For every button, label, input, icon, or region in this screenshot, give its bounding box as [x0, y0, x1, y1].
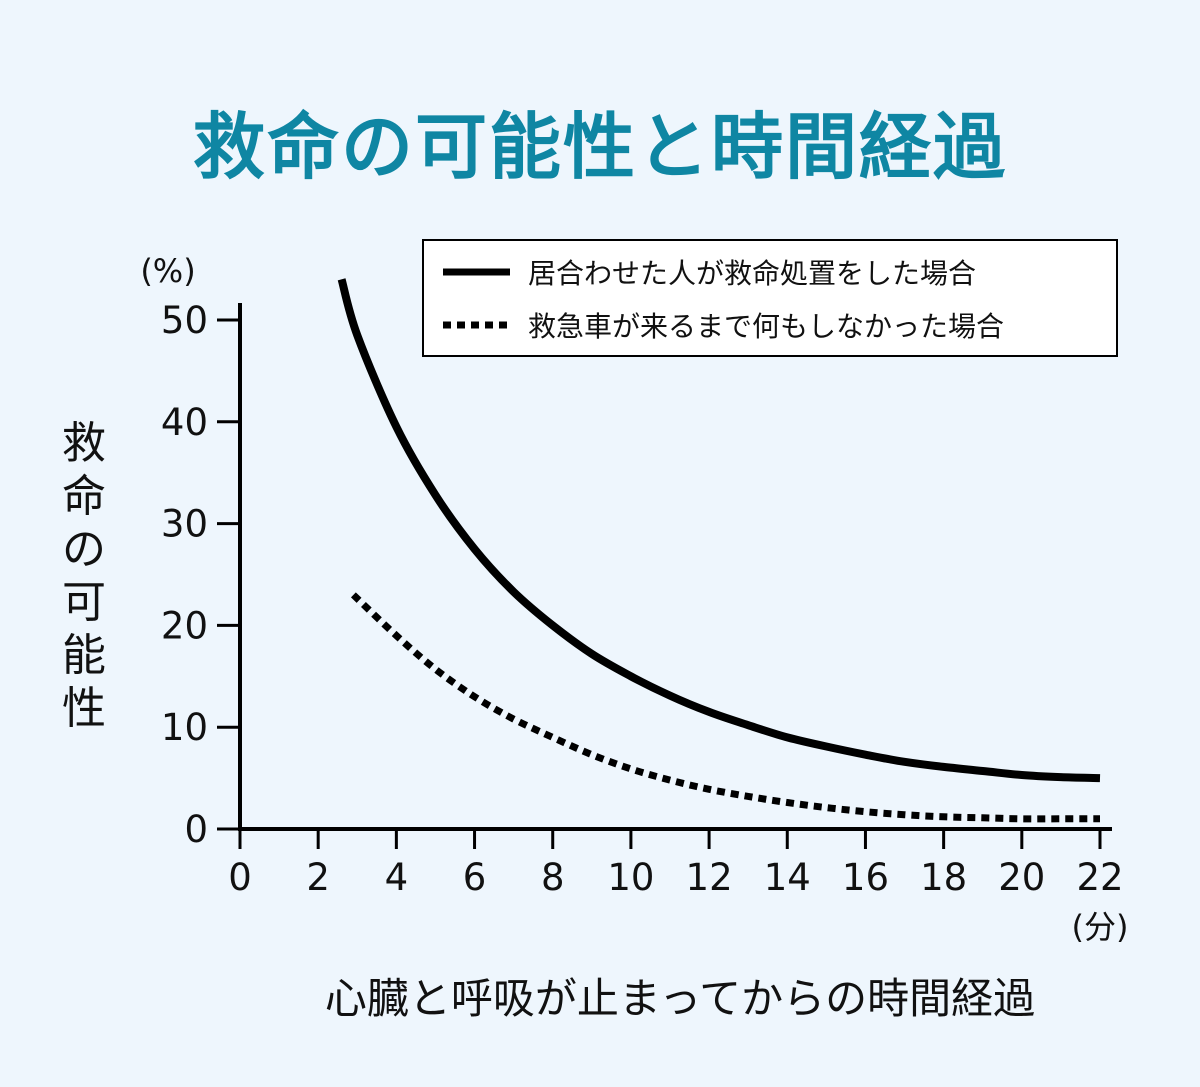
legend: 居合わせた人が救命処置をした場合 救急車が来るまで何もしなかった場合 [422, 239, 1118, 357]
y-tick-label: 0 [184, 808, 208, 851]
y-tick-label: 10 [161, 706, 208, 749]
x-tick-label: 22 [1076, 856, 1123, 899]
y-axis-label-char: 性 [62, 683, 106, 734]
x-tick-label: 2 [306, 856, 330, 899]
x-tick-label: 4 [385, 856, 409, 899]
y-tick-label: 40 [161, 401, 208, 444]
y-axis-label-char: 能 [62, 630, 106, 681]
x-tick-label: 14 [764, 856, 811, 899]
y-axis-ticks: 0 10 20 30 40 50 [161, 299, 240, 851]
x-axis-unit: (分) [1072, 908, 1129, 946]
chart-title: 救命の可能性と時間経過 [192, 105, 1007, 189]
x-tick-label: 20 [998, 856, 1045, 899]
legend-box [422, 239, 1118, 357]
x-axis-ticks: 0 2 4 6 8 10 12 14 16 18 20 22 [228, 829, 1124, 899]
y-axis-label-char: 可 [62, 577, 106, 628]
y-tick-label: 50 [161, 299, 208, 342]
x-tick-label: 12 [686, 856, 733, 899]
x-tick-label: 0 [228, 856, 252, 899]
y-tick-label: 20 [161, 604, 208, 647]
series-lines [337, 278, 1101, 823]
x-tick-label: 18 [920, 856, 967, 899]
x-tick-label: 10 [607, 856, 654, 899]
y-axis-label-char: 命 [62, 471, 106, 522]
series-line-dotted [350, 592, 1100, 823]
y-axis-label: 救命の可能性 [62, 418, 106, 734]
legend-label-dotted: 救急車が来るまで何もしなかった場合 [528, 310, 1004, 343]
y-axis-label-char: 救 [62, 418, 106, 469]
x-tick-label: 6 [463, 856, 487, 899]
y-tick-label: 30 [161, 503, 208, 546]
y-axis-unit: (%) [140, 252, 195, 290]
legend-label-solid: 居合わせた人が救命処置をした場合 [528, 257, 976, 290]
x-tick-label: 8 [541, 856, 565, 899]
x-axis-label: 心臓と呼吸が止まってからの時間経過 [325, 974, 1035, 1023]
x-tick-label: 16 [842, 856, 889, 899]
series-line-solid [337, 278, 1101, 783]
y-axis-label-char: の [62, 524, 106, 575]
